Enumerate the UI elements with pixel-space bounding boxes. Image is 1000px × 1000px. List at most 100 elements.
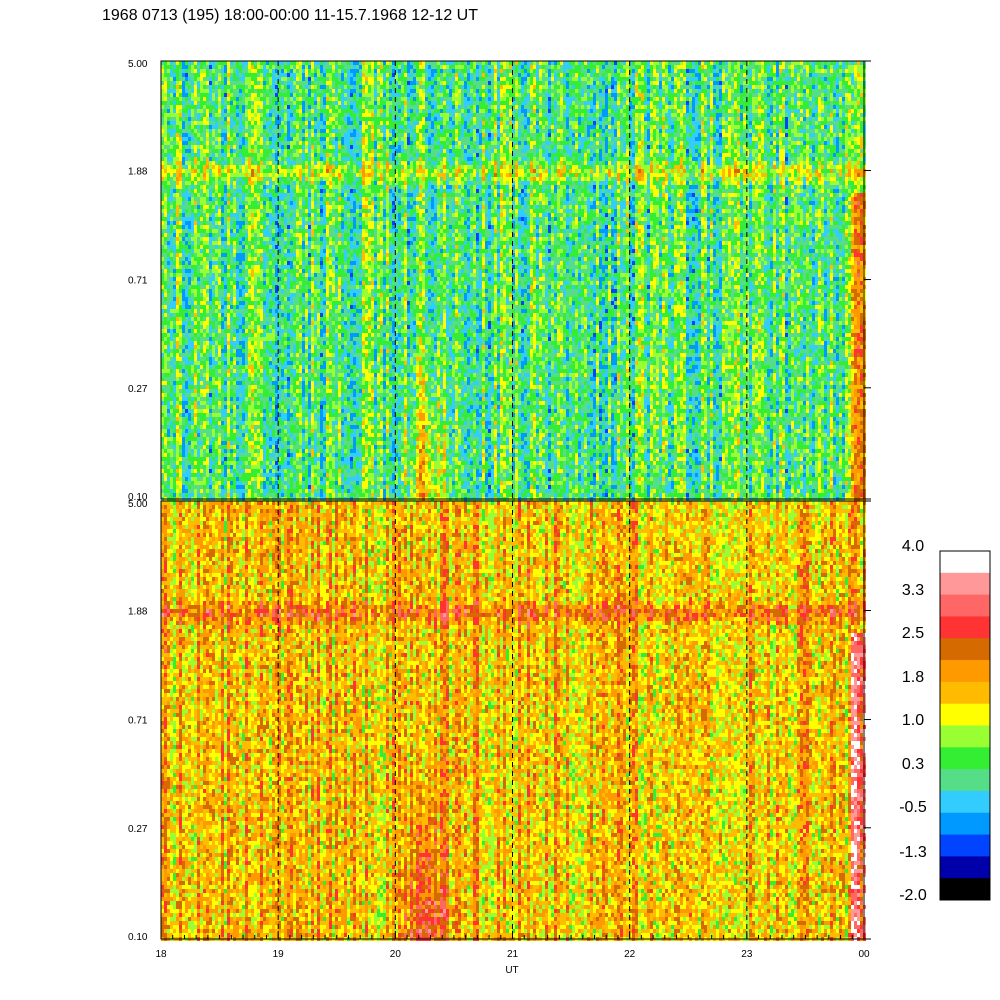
cell — [230, 229, 233, 233]
cell — [215, 353, 218, 357]
cell — [221, 125, 224, 129]
cell — [209, 113, 212, 117]
cell — [203, 469, 206, 473]
cell — [191, 385, 194, 389]
cell — [170, 109, 173, 113]
cell — [167, 257, 170, 261]
cell — [212, 469, 215, 473]
cell — [200, 173, 203, 177]
cell — [164, 369, 167, 373]
cell — [230, 297, 233, 301]
cell — [170, 165, 173, 169]
cell — [200, 125, 203, 129]
cell — [218, 429, 221, 433]
cell — [197, 325, 200, 329]
cell — [212, 313, 215, 317]
cell — [218, 61, 221, 65]
cell — [188, 369, 191, 373]
cell — [224, 353, 227, 357]
cell — [227, 413, 230, 417]
cell — [218, 189, 221, 193]
cell — [179, 441, 182, 445]
cell — [203, 93, 206, 97]
cell — [221, 261, 224, 265]
cell — [221, 229, 224, 233]
cell — [215, 85, 218, 89]
cell — [206, 133, 209, 137]
cell — [206, 93, 209, 97]
cell — [209, 77, 212, 81]
cell — [227, 81, 230, 85]
cell — [170, 181, 173, 185]
cell — [218, 161, 221, 165]
cell — [215, 265, 218, 269]
cell — [212, 373, 215, 377]
cell — [176, 293, 179, 297]
cell — [188, 337, 191, 341]
cell — [230, 341, 233, 345]
cell — [224, 125, 227, 129]
cell — [233, 193, 236, 197]
cell — [209, 61, 212, 65]
cell — [221, 321, 224, 325]
cell — [191, 245, 194, 249]
cell — [179, 369, 182, 373]
cell — [191, 257, 194, 261]
cell — [191, 153, 194, 157]
cell — [203, 73, 206, 77]
cell — [179, 365, 182, 369]
cell — [185, 337, 188, 341]
cell — [230, 117, 233, 121]
cell — [224, 285, 227, 289]
cell — [173, 217, 176, 221]
cell — [206, 265, 209, 269]
cell — [179, 317, 182, 321]
cell — [185, 413, 188, 417]
cell — [194, 457, 197, 461]
cell — [185, 381, 188, 385]
cell — [227, 269, 230, 273]
cell — [212, 197, 215, 201]
cell — [203, 229, 206, 233]
cell — [218, 465, 221, 469]
cell — [200, 305, 203, 309]
cell — [227, 457, 230, 461]
cell — [212, 189, 215, 193]
cell — [206, 269, 209, 273]
cell — [206, 473, 209, 477]
cell — [230, 337, 233, 341]
cell — [203, 333, 206, 337]
cell — [209, 213, 212, 217]
cell — [185, 389, 188, 393]
cell — [191, 429, 194, 433]
cell — [221, 293, 224, 297]
cell — [194, 445, 197, 449]
cell — [233, 345, 236, 349]
cell — [197, 225, 200, 229]
cell — [233, 465, 236, 469]
cell — [164, 269, 167, 273]
cell — [191, 449, 194, 453]
cell — [215, 397, 218, 401]
cell — [182, 281, 185, 285]
cell — [224, 221, 227, 225]
cell — [176, 249, 179, 253]
cell — [230, 405, 233, 409]
cell — [227, 165, 230, 169]
cell — [170, 149, 173, 153]
cell — [182, 473, 185, 477]
cell — [197, 417, 200, 421]
cell — [170, 157, 173, 161]
cell — [215, 237, 218, 241]
cell — [209, 413, 212, 417]
cell — [200, 109, 203, 113]
cell — [209, 489, 212, 493]
cell — [194, 409, 197, 413]
cell — [227, 417, 230, 421]
cell — [233, 369, 236, 373]
cell — [218, 481, 221, 485]
cell — [221, 237, 224, 241]
cell — [194, 345, 197, 349]
cell — [197, 409, 200, 413]
cell — [164, 189, 167, 193]
